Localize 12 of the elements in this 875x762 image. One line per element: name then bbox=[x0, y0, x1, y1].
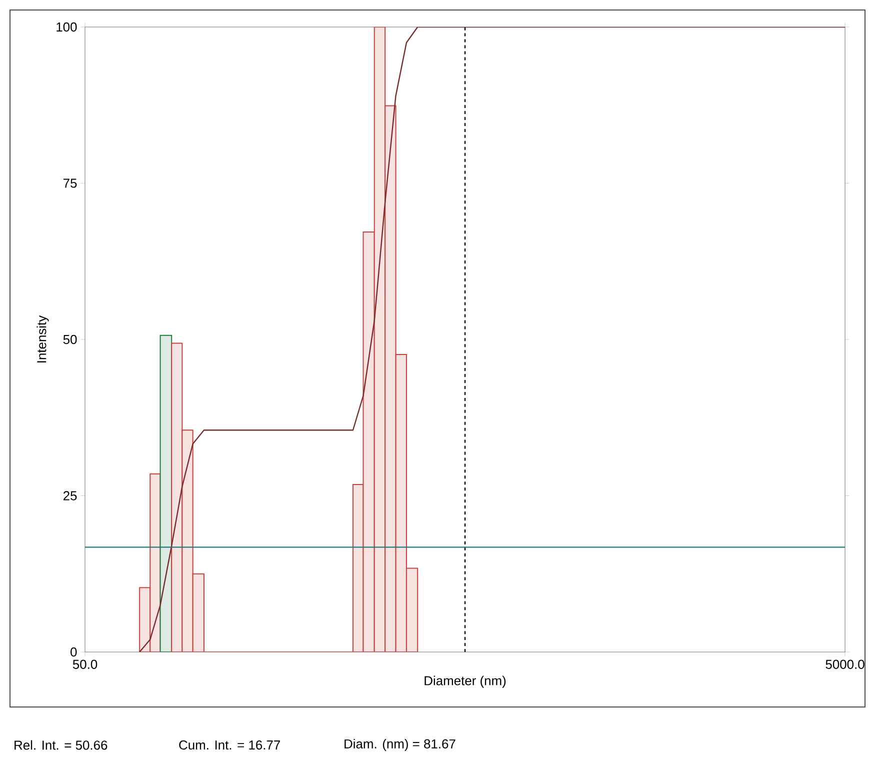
y-tick-label: 50 bbox=[63, 334, 77, 344]
y-tick-label: 25 bbox=[63, 491, 77, 500]
x-tick-label: 5000.0 bbox=[826, 660, 864, 669]
text: Cum. Int. = 16.77 bbox=[179, 740, 280, 750]
y-axis-title: Intensity bbox=[36, 315, 49, 362]
text: Rel. Int. = 50.66 bbox=[14, 740, 108, 750]
y-tick-label: 100 bbox=[56, 22, 77, 32]
y-tick-label: 0 bbox=[70, 647, 77, 657]
text: Diam. (nm) = 81.67 bbox=[344, 738, 456, 752]
y-tick-label: 75 bbox=[64, 178, 77, 188]
x-axis-title: Diameter (nm) bbox=[424, 676, 506, 688]
x-tick-label: 50.0 bbox=[72, 660, 98, 669]
